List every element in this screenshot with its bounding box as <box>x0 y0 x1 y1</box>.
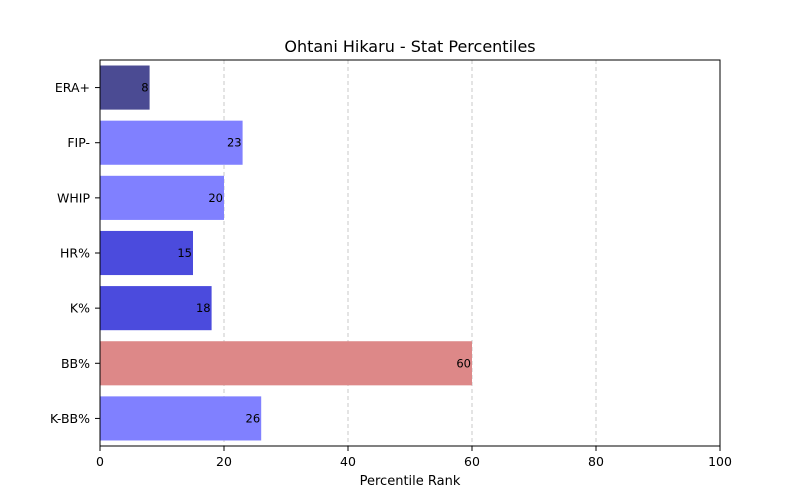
y-tick-label: K-BB% <box>50 411 90 426</box>
x-tick-label: 60 <box>464 454 480 469</box>
bar <box>100 286 212 331</box>
x-axis-ticks: 0 20 40 60 80 100 <box>96 446 732 469</box>
bar <box>100 175 224 220</box>
y-axis-ticks: ERA+ FIP- WHIP HR% K% BB% K-BB% <box>50 80 100 426</box>
data-label: 15 <box>177 246 192 260</box>
data-labels: 8 23 20 15 18 60 26 <box>141 81 471 426</box>
x-tick-label: 0 <box>96 454 104 469</box>
y-tick-label: BB% <box>61 356 90 371</box>
x-tick-label: 80 <box>588 454 604 469</box>
data-label: 23 <box>227 136 242 150</box>
data-label: 20 <box>208 191 223 205</box>
y-tick-label: FIP- <box>67 135 90 150</box>
x-tick-label: 100 <box>708 454 732 469</box>
bar <box>100 65 150 110</box>
bars <box>100 65 472 441</box>
y-tick-label: HR% <box>60 246 90 261</box>
x-tick-label: 40 <box>340 454 356 469</box>
bar <box>100 341 472 386</box>
y-tick-label: ERA+ <box>55 80 90 95</box>
bar <box>100 396 262 441</box>
y-tick-label: K% <box>70 301 90 316</box>
data-label: 18 <box>196 301 211 315</box>
bar <box>100 120 243 165</box>
chart-title: Ohtani Hikaru - Stat Percentiles <box>284 37 535 56</box>
data-label: 26 <box>246 411 261 425</box>
bar <box>100 230 193 276</box>
data-label: 8 <box>141 81 148 95</box>
data-label: 60 <box>456 356 471 370</box>
grid-lines <box>223 60 597 446</box>
x-axis-label: Percentile Rank <box>360 474 461 489</box>
y-tick-label: WHIP <box>57 190 90 205</box>
x-tick-label: 20 <box>216 454 232 469</box>
